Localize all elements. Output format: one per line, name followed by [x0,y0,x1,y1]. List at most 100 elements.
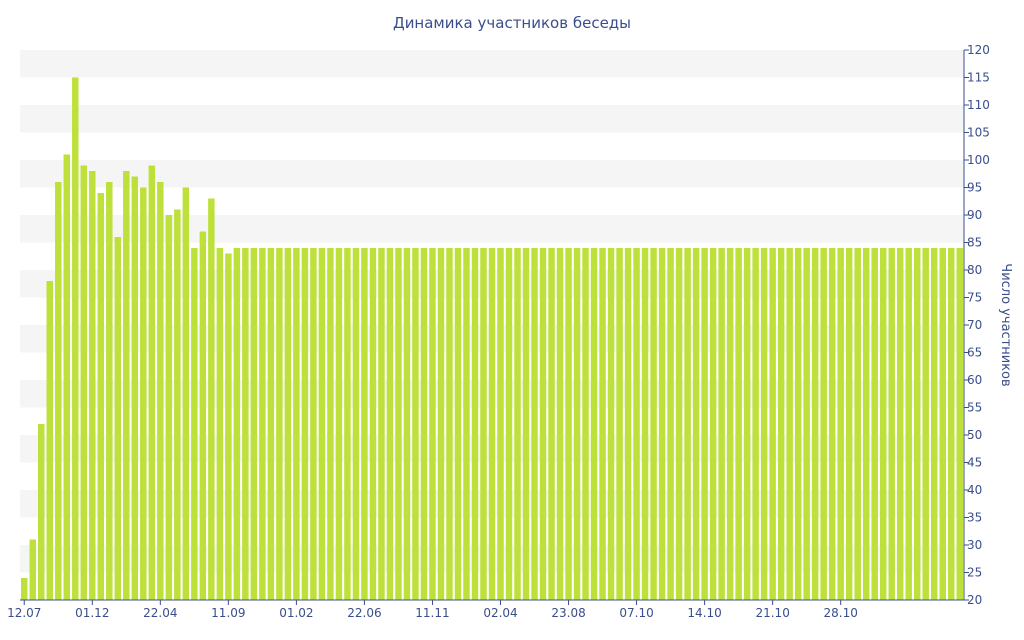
bar [522,248,530,600]
bar [89,171,96,600]
bar [335,248,343,600]
bar [939,248,946,600]
bar [735,248,742,600]
bar [599,248,606,600]
bars [21,77,963,600]
bar [820,248,827,600]
bar [208,198,215,600]
bar [590,248,598,600]
x-tick-label: 02.04 [483,606,517,620]
bar [131,176,139,600]
bar [769,248,776,600]
y-tick-label: 30 [967,538,982,552]
bar [862,248,870,600]
bar [777,248,785,600]
bar [633,248,640,600]
bar [471,248,479,600]
bar [803,248,810,600]
bar [386,248,394,600]
bar [480,248,487,600]
bar [948,248,955,600]
bar [675,248,683,600]
bar [106,182,113,600]
y-tick-label: 65 [967,346,982,360]
y-tick-label: 45 [967,456,982,470]
x-tick-label: 07.10 [619,606,653,620]
bar [913,248,921,600]
bar [259,248,266,600]
bar [123,171,130,600]
x-tick-label: 11.11 [415,606,449,620]
y-tick-label: 110 [967,98,990,112]
bar [667,248,674,600]
bar [828,248,836,600]
bar [446,248,453,600]
bar [114,237,122,600]
bar [284,248,292,600]
bar [344,248,351,600]
x-tick-label: 22.06 [347,606,381,620]
bar [361,248,368,600]
y-tick-label: 70 [967,318,982,332]
bar [692,248,700,600]
bar [21,578,28,600]
bar [72,77,79,600]
bar [182,187,190,600]
bar [174,209,181,600]
bar [743,248,751,600]
x-tick-label: 12.07 [7,606,41,620]
chart-title: Динамика участников беседы [393,14,631,32]
y-tick-label: 105 [967,126,990,140]
grid-band [20,105,964,133]
bar [225,253,232,600]
y-tick-label: 80 [967,263,982,277]
y-tick-label: 95 [967,181,982,195]
y-tick-label: 20 [967,593,982,607]
bar [931,248,938,600]
bar [293,248,300,600]
x-tick-label: 23.08 [551,606,585,620]
bar [684,248,691,600]
bar [854,248,861,600]
x-tick-label: 01.12 [75,606,109,620]
bar [191,248,198,600]
bar [488,248,496,600]
x-tick-label: 21.10 [755,606,789,620]
bar [624,248,632,600]
bar [658,248,666,600]
bar [165,215,173,600]
bar [29,539,36,600]
bar [650,248,657,600]
bar [905,248,912,600]
bar [352,248,360,600]
bar [140,187,147,600]
bar [395,248,402,600]
bar [327,248,334,600]
bar [837,248,844,600]
bar [845,248,853,600]
bar [811,248,819,600]
x-tick-label: 14.10 [687,606,721,620]
bar [80,165,88,600]
bar [786,248,793,600]
y-tick-label: 50 [967,428,982,442]
y-tick-label: 55 [967,401,982,415]
bar [888,248,895,600]
bar [429,248,436,600]
bar [565,248,572,600]
bar [573,248,581,600]
y-tick-label: 120 [967,43,990,57]
bar [310,248,317,600]
bar [582,248,589,600]
bar [871,248,878,600]
bar [497,248,504,600]
bar [531,248,538,600]
bar [794,248,802,600]
bar [505,248,513,600]
grid-band [20,160,964,188]
bar [556,248,564,600]
bar [437,248,445,600]
x-tick-label: 22.04 [143,606,177,620]
bar [420,248,428,600]
